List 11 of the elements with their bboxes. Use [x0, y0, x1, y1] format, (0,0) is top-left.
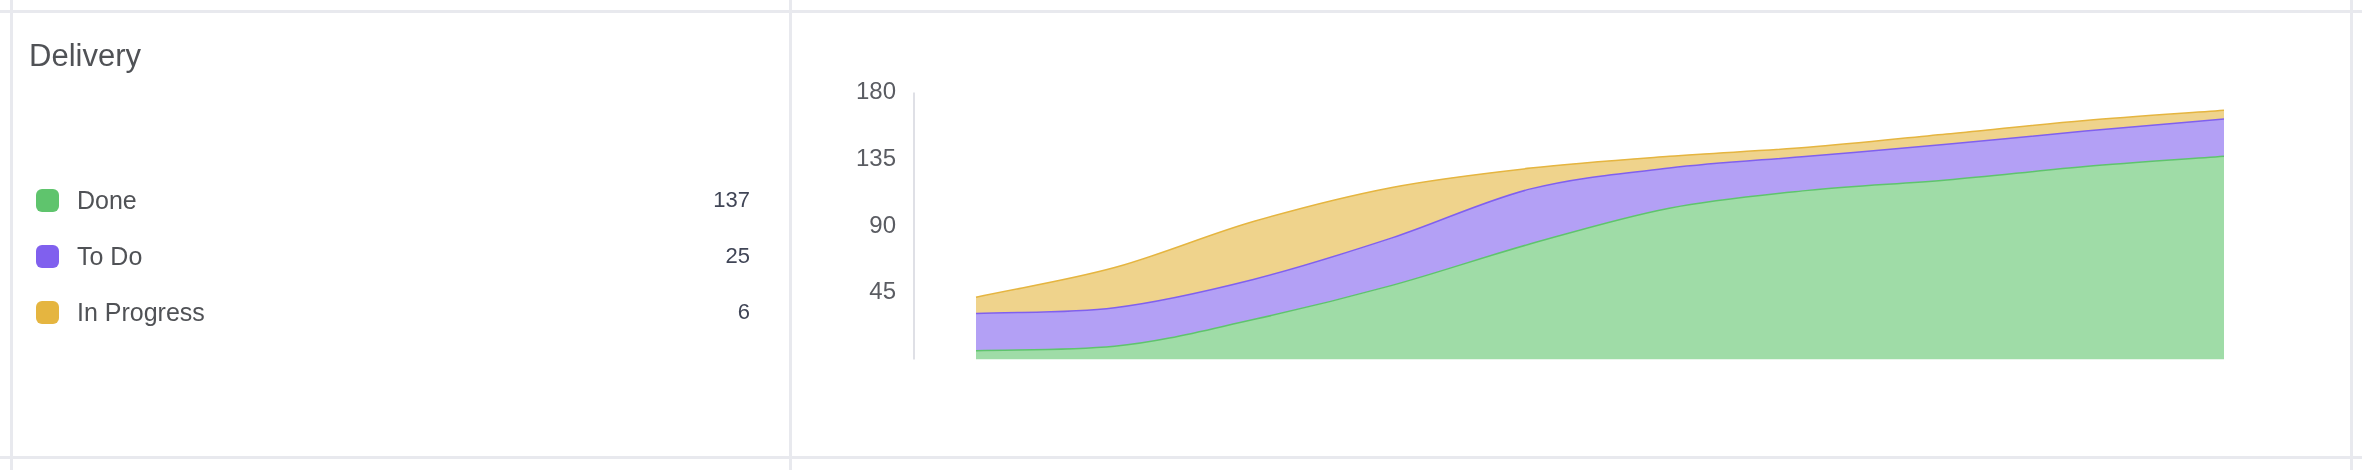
y-tick-label: 90: [869, 210, 896, 238]
y-tick-label: 135: [855, 143, 896, 171]
text: Delivery: [29, 38, 141, 74]
legend-label: In Progress: [77, 297, 206, 327]
text: 137: [713, 187, 750, 213]
y-tick-label: 180: [855, 77, 896, 105]
text: 25: [725, 243, 750, 269]
text: 6: [737, 299, 750, 325]
legend-label: Done: [77, 185, 138, 215]
y-tick-label: 45: [869, 277, 896, 305]
legend-label: To Do: [77, 241, 144, 271]
